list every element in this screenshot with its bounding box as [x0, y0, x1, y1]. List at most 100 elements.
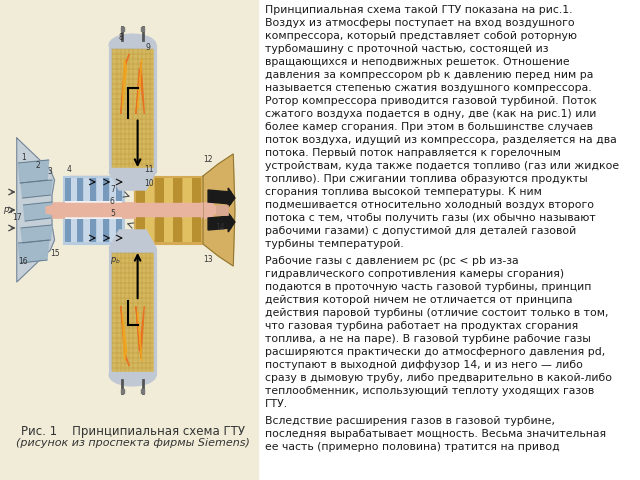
- Text: сгорания топлива высокой температуры. К ним: сгорания топлива высокой температуры. К …: [265, 187, 542, 197]
- Ellipse shape: [109, 34, 156, 56]
- Bar: [136, 178, 145, 242]
- Bar: [0, 0, 259, 480]
- Bar: [71, 178, 77, 242]
- Polygon shape: [136, 306, 144, 358]
- Text: вращающихся и неподвижных решеток. Отношение: вращающихся и неподвижных решеток. Отнош…: [265, 57, 570, 67]
- Bar: [63, 203, 124, 217]
- Text: 12: 12: [204, 156, 213, 165]
- Bar: [109, 178, 116, 242]
- Text: 14: 14: [215, 224, 225, 232]
- Bar: [77, 178, 83, 242]
- Text: 17: 17: [12, 214, 22, 223]
- Polygon shape: [70, 230, 151, 244]
- Text: 8: 8: [118, 33, 123, 41]
- Bar: [65, 178, 70, 242]
- Text: Принципиальная схема такой ГТУ показана на рис.1.: Принципиальная схема такой ГТУ показана …: [265, 5, 573, 15]
- Text: 3: 3: [48, 168, 52, 177]
- Text: сразу в дымовую трубу, либо предварительно в какой-либо: сразу в дымовую трубу, либо предваритель…: [265, 373, 612, 383]
- Ellipse shape: [109, 364, 156, 386]
- Text: топлива, а не на паре). В газовой турбине рабочие газы: топлива, а не на паре). В газовой турбин…: [265, 334, 591, 344]
- Polygon shape: [21, 180, 52, 198]
- Text: Рабочие газы с давлением pc (pc < pb из-за: Рабочие газы с давлением pc (pc < pb из-…: [265, 256, 519, 266]
- Text: Рис. 1    Принципиальная схема ГТУ: Рис. 1 Принципиальная схема ГТУ: [20, 425, 244, 438]
- Polygon shape: [109, 230, 156, 248]
- Polygon shape: [122, 311, 127, 361]
- Text: 9: 9: [145, 43, 150, 51]
- Polygon shape: [19, 240, 49, 263]
- Polygon shape: [208, 216, 231, 230]
- Bar: [113, 253, 153, 371]
- Text: 10: 10: [145, 180, 154, 189]
- Text: $p_b$: $p_b$: [110, 254, 121, 265]
- Text: потока. Первый поток направляется к горелочным: потока. Первый поток направляется к горе…: [265, 148, 561, 158]
- Bar: [164, 178, 173, 242]
- Text: подаются в проточную часть газовой турбины, принцип: подаются в проточную часть газовой турби…: [265, 282, 591, 292]
- Text: рабочими газами) с допустимой для деталей газовой: рабочими газами) с допустимой для детале…: [265, 226, 577, 236]
- Bar: [63, 176, 124, 244]
- Text: Воздух из атмосферы поступает на вход воздушного: Воздух из атмосферы поступает на вход во…: [265, 18, 575, 28]
- Text: компрессора, который представляет собой роторную: компрессора, который представляет собой …: [265, 31, 577, 41]
- Polygon shape: [228, 188, 235, 207]
- Polygon shape: [17, 138, 54, 282]
- Text: ее часть (примерно половина) тратится на привод: ее часть (примерно половина) тратится на…: [265, 442, 560, 452]
- Text: теплообменник, использующий теплоту уходящих газов: теплообменник, использующий теплоту уход…: [265, 386, 595, 396]
- Text: $p_a$: $p_a$: [3, 204, 13, 216]
- Text: гидравлического сопротивления камеры сгорания): гидравлического сопротивления камеры сго…: [265, 269, 564, 279]
- Polygon shape: [21, 225, 52, 243]
- Polygon shape: [24, 202, 52, 221]
- Polygon shape: [208, 190, 231, 204]
- Bar: [145, 178, 154, 242]
- Bar: [90, 178, 97, 242]
- Polygon shape: [109, 172, 156, 190]
- Bar: [116, 178, 122, 242]
- Text: 1: 1: [21, 154, 26, 163]
- Polygon shape: [122, 59, 127, 109]
- Polygon shape: [203, 154, 235, 266]
- Bar: [134, 176, 203, 244]
- Text: турбины температурой.: турбины температурой.: [265, 239, 404, 249]
- Polygon shape: [121, 389, 124, 393]
- Polygon shape: [138, 311, 142, 361]
- Bar: [192, 178, 201, 242]
- Text: 15: 15: [50, 250, 60, 259]
- Polygon shape: [46, 205, 54, 215]
- Text: расширяются практически до атмосферного давления pd,: расширяются практически до атмосферного …: [265, 347, 605, 357]
- Text: 4: 4: [67, 166, 71, 175]
- Bar: [52, 202, 213, 218]
- Polygon shape: [210, 205, 218, 215]
- Bar: [113, 49, 153, 167]
- Text: 7: 7: [110, 185, 115, 194]
- Bar: [182, 178, 191, 242]
- Text: действия паровой турбины (отличие состоит только в том,: действия паровой турбины (отличие состои…: [265, 308, 609, 318]
- Text: давления за компрессором pb к давлению перед ним pa: давления за компрессором pb к давлению п…: [265, 70, 593, 80]
- Bar: [173, 178, 182, 242]
- Bar: [84, 178, 90, 242]
- Bar: [155, 178, 164, 242]
- Text: более камер сгорания. При этом в большинстве случаев: более камер сгорания. При этом в большин…: [265, 122, 593, 132]
- Polygon shape: [70, 176, 151, 190]
- Bar: [134, 203, 203, 217]
- Text: устройствам, куда также подается топливо (газ или жидкое: устройствам, куда также подается топливо…: [265, 161, 620, 171]
- Text: действия которой ничем не отличается от принципа: действия которой ничем не отличается от …: [265, 295, 573, 305]
- Text: подмешивается относительно холодный воздух второго: подмешивается относительно холодный возд…: [265, 200, 594, 210]
- Polygon shape: [121, 54, 129, 114]
- Text: 6: 6: [110, 197, 115, 206]
- Text: 16: 16: [19, 257, 28, 266]
- Bar: [109, 248, 156, 375]
- Text: Ротор компрессора приводится газовой турбиной. Поток: Ротор компрессора приводится газовой тур…: [265, 96, 597, 106]
- Text: турбомашину с проточной частью, состоящей из: турбомашину с проточной частью, состояще…: [265, 44, 548, 54]
- Polygon shape: [121, 27, 124, 31]
- Bar: [65, 201, 122, 219]
- Bar: [109, 45, 156, 172]
- Text: что газовая турбина работает на продуктах сгорания: что газовая турбина работает на продукта…: [265, 321, 579, 331]
- Polygon shape: [141, 27, 144, 31]
- Polygon shape: [141, 389, 144, 393]
- Text: 5: 5: [110, 209, 115, 218]
- Polygon shape: [121, 306, 129, 366]
- Text: поток воздуха, идущий из компрессора, разделяется на два: поток воздуха, идущий из компрессора, ра…: [265, 135, 617, 145]
- Text: сжатого воздуха подается в одну, две (как на рис.1) или: сжатого воздуха подается в одну, две (ка…: [265, 109, 596, 119]
- Text: поступают в выходной диффузор 14, и из него — либо: поступают в выходной диффузор 14, и из н…: [265, 360, 583, 370]
- Polygon shape: [136, 62, 144, 114]
- Text: (рисунок из проспекта фирмы Siemens): (рисунок из проспекта фирмы Siemens): [15, 438, 250, 448]
- Polygon shape: [19, 160, 49, 183]
